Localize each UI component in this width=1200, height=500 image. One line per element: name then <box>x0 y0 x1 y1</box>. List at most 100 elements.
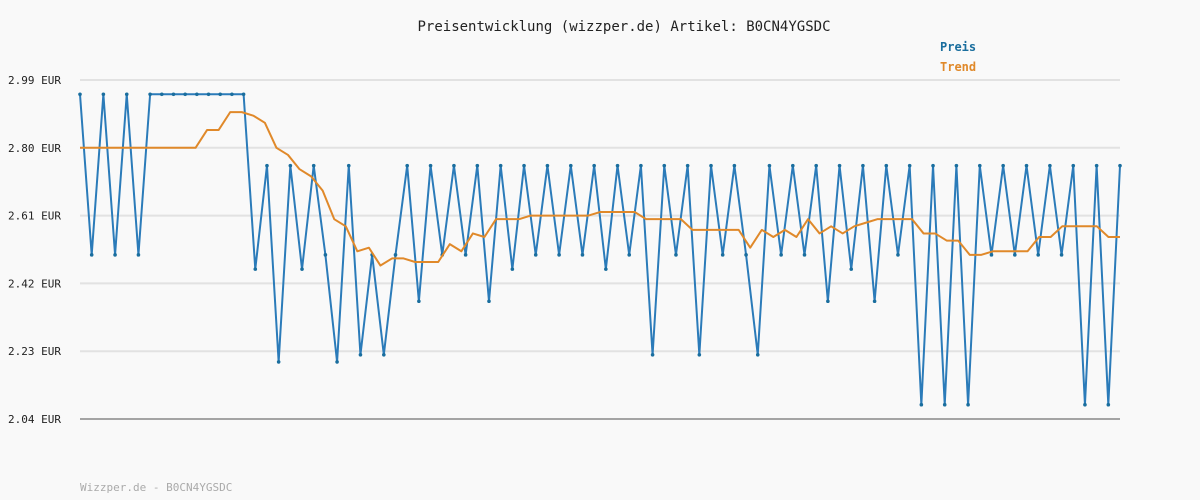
data-point-preis <box>942 402 947 407</box>
data-point-preis <box>1013 253 1017 257</box>
data-point-preis <box>720 253 725 257</box>
data-point-preis <box>393 253 398 257</box>
data-point-preis <box>627 253 632 257</box>
data-point-preis <box>674 253 678 257</box>
data-point-preis <box>732 163 737 168</box>
data-point-preis <box>183 92 187 97</box>
y-tick-label: 2.99 EUR <box>8 74 61 87</box>
data-point-preis <box>475 163 480 168</box>
data-point-preis <box>697 352 702 357</box>
data-point-preis <box>1001 163 1005 168</box>
data-point-preis <box>206 92 211 97</box>
data-point-preis <box>346 163 351 168</box>
data-point-preis <box>1059 253 1064 257</box>
data-point-preis <box>884 163 889 168</box>
y-tick-label: 2.80 EUR <box>8 142 61 155</box>
data-point-preis <box>382 352 386 357</box>
data-point-preis <box>253 267 258 271</box>
data-point-preis <box>1048 163 1052 168</box>
data-point-preis <box>113 253 117 257</box>
data-point-preis <box>755 352 760 357</box>
data-point-preis <box>241 92 246 97</box>
y-tick-label: 2.42 EUR <box>8 277 61 290</box>
data-point-preis <box>814 163 818 168</box>
data-point-preis <box>101 92 106 97</box>
data-point-preis <box>265 163 269 168</box>
data-point-preis <box>195 92 199 97</box>
data-point-preis <box>276 360 281 364</box>
data-point-preis <box>557 253 561 257</box>
data-point-preis <box>791 163 795 168</box>
data-point-preis <box>662 163 667 168</box>
data-point-preis <box>849 267 854 271</box>
data-point-preis <box>861 163 865 168</box>
data-point-preis <box>230 92 234 97</box>
data-point-preis <box>826 299 830 304</box>
data-point-preis <box>872 299 877 304</box>
data-point-preis <box>615 163 620 168</box>
data-point-preis <box>300 267 304 271</box>
data-point-preis <box>463 253 468 257</box>
chart-title: Preisentwicklung (wizzper.de) Artikel: B… <box>417 19 831 35</box>
data-point-preis <box>545 163 550 168</box>
data-point-preis <box>580 253 585 257</box>
data-point-preis <box>335 360 339 364</box>
data-point-preis <box>311 163 316 168</box>
data-point-preis <box>124 92 129 97</box>
data-point-preis <box>604 267 608 271</box>
data-point-preis <box>966 402 970 407</box>
footer-text: Wizzper.de - B0CN4YGSDC <box>80 481 233 494</box>
data-point-preis <box>533 253 538 257</box>
data-point-preis <box>744 253 748 257</box>
data-point-preis <box>954 163 959 168</box>
data-point-preis <box>907 163 912 168</box>
y-tick-label: 2.04 EUR <box>8 413 61 426</box>
data-point-preis <box>498 163 503 168</box>
series-line-preis <box>79 93 1121 406</box>
data-point-preis <box>568 163 573 168</box>
data-point-preis <box>1024 163 1029 168</box>
data-point-preis <box>522 163 526 168</box>
data-point-preis <box>639 163 643 168</box>
data-point-preis <box>78 92 82 97</box>
data-point-preis <box>171 92 176 97</box>
y-tick-label: 2.23 EUR <box>8 345 61 358</box>
data-point-preis <box>405 163 409 168</box>
data-point-preis <box>417 299 421 304</box>
data-point-preis <box>896 253 900 257</box>
data-point-preis <box>650 352 655 357</box>
data-point-preis <box>989 253 994 257</box>
data-point-preis <box>1094 163 1099 168</box>
data-point-preis <box>931 163 935 168</box>
data-point-preis <box>685 163 690 168</box>
data-point-preis <box>323 253 328 257</box>
data-point-preis <box>487 299 491 304</box>
legend-preis: Preis <box>940 40 977 54</box>
data-point-preis <box>592 163 596 168</box>
data-point-preis <box>837 163 842 168</box>
data-point-preis <box>1071 163 1076 168</box>
data-point-preis <box>159 92 164 97</box>
data-point-preis <box>136 253 141 257</box>
data-point-preis <box>767 163 772 168</box>
data-point-preis <box>428 163 433 168</box>
data-point-preis <box>1118 163 1122 168</box>
data-point-preis <box>977 163 982 168</box>
data-point-preis <box>358 352 363 357</box>
data-point-preis <box>802 253 807 257</box>
series-line-trend <box>80 111 1120 267</box>
data-point-preis <box>510 267 515 271</box>
data-point-preis <box>779 253 783 257</box>
legend-trend: Trend <box>940 60 977 74</box>
data-point-preis <box>148 92 152 97</box>
data-point-preis <box>1083 402 1087 407</box>
data-point-preis <box>1036 253 1041 257</box>
data-point-preis <box>919 402 924 407</box>
data-point-preis <box>218 92 223 97</box>
data-point-preis <box>89 253 94 257</box>
data-point-preis <box>288 163 293 168</box>
data-point-preis <box>452 163 456 168</box>
y-tick-label: 2.61 EUR <box>8 210 61 223</box>
